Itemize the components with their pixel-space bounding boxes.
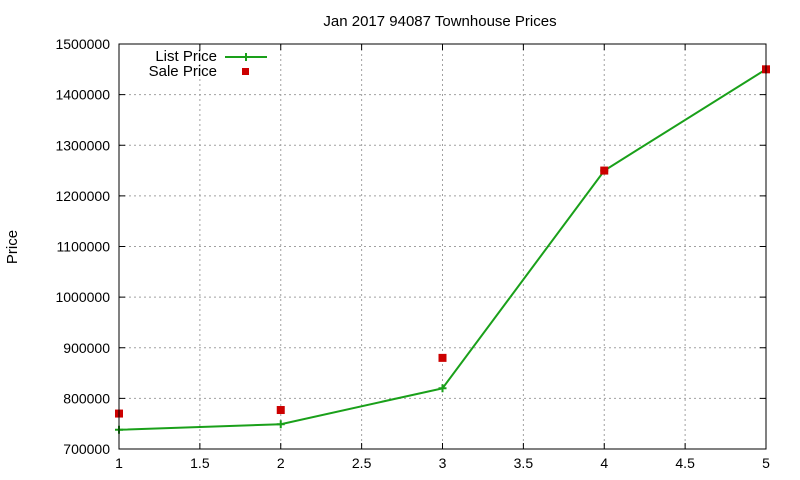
x-tick-label: 3	[439, 455, 447, 471]
x-tick-label: 2.5	[352, 455, 372, 471]
y-axis-label: Price	[4, 230, 21, 264]
y-tick-label: 1300000	[55, 137, 110, 153]
plot-frame	[118, 43, 767, 450]
tick-labels: 1 1.5 2 2.5 3 3.5 4 4.5 5 700000 800000 900000 10000…	[55, 36, 770, 471]
x-tick-label: 5	[762, 455, 770, 471]
data-point-list-price	[438, 384, 447, 393]
legend-label-list-price: List Price	[155, 48, 217, 65]
legend: List Price Sale Price	[149, 48, 267, 80]
x-tick-label: 1	[115, 455, 123, 471]
y-tick-label: 900000	[63, 340, 110, 356]
x-tick-label: 3.5	[514, 455, 534, 471]
chart-title: Jan 2017 94087 Townhouse Prices	[323, 13, 556, 30]
y-tick-label: 700000	[63, 441, 110, 457]
y-tick-label: 1400000	[55, 87, 110, 103]
x-tick-label: 4	[600, 455, 608, 471]
x-tick-label: 1.5	[190, 455, 210, 471]
legend-marker-list-price	[242, 53, 250, 61]
data-point-sale-price	[600, 166, 609, 175]
x-tick-label: 4.5	[675, 455, 695, 471]
y-tick-label: 800000	[63, 390, 110, 406]
y-tick-label: 1500000	[55, 36, 110, 52]
y-tick-label: 1000000	[55, 289, 110, 305]
legend-label-sale-price: Sale Price	[149, 63, 217, 80]
data-point-sale-price	[276, 406, 285, 415]
y-tick-label: 1100000	[57, 239, 111, 255]
legend-marker-sale-price	[242, 68, 249, 75]
data-point-sale-price	[438, 353, 447, 362]
y-tick-label: 1200000	[55, 188, 110, 204]
x-tick-label: 2	[277, 455, 285, 471]
data-point-list-price	[276, 420, 285, 429]
